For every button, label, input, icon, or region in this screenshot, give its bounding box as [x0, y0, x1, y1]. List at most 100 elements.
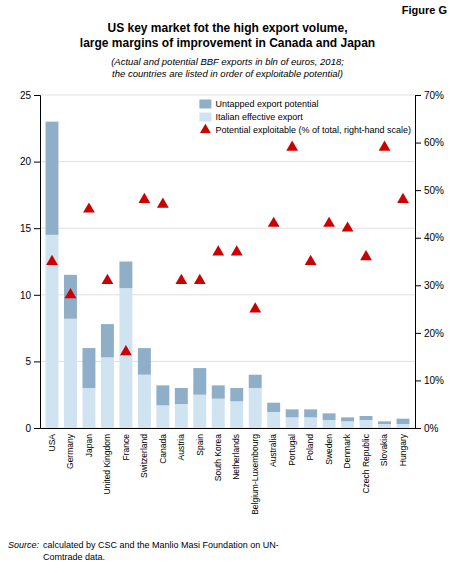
y-tick-mark: [34, 95, 40, 96]
grid-line: [40, 228, 415, 229]
bar: [249, 375, 262, 388]
legend-swatch: [199, 113, 211, 122]
x-tick-label: Belgium-Luxembourg: [250, 434, 260, 515]
x-tick-label: Sweden: [324, 434, 334, 465]
x-tick: Australia: [268, 428, 278, 467]
bar-series: [46, 235, 410, 428]
x-tick: Sweden: [324, 428, 334, 465]
y-tick-mark: [34, 361, 40, 362]
bar: [82, 348, 95, 388]
source-label-line: Source:: [8, 540, 40, 550]
bar: [286, 409, 299, 417]
bar: [119, 262, 132, 289]
bar: [360, 420, 373, 428]
marker: [231, 245, 243, 255]
bar: [212, 399, 225, 428]
y2-tick-mark: [415, 285, 421, 286]
bar: [119, 288, 132, 428]
marks: [46, 122, 410, 428]
x-tick-label: South Korea: [213, 434, 223, 482]
grid-line: [40, 428, 415, 429]
y-tick-mark: [34, 162, 40, 163]
chart: Figure GUS key market fot the high expor…: [0, 0, 455, 573]
bar: [101, 324, 114, 357]
x-tick: USA: [47, 428, 57, 451]
y-tick: 10: [20, 290, 40, 301]
title-line: large margins of improvement in Canada a…: [80, 36, 375, 50]
marker: [65, 288, 77, 298]
grid-line: [40, 361, 415, 362]
y-tick: 20: [20, 156, 40, 167]
x-tick-label: Poland: [305, 434, 315, 461]
y2-tick-label: 70%: [424, 90, 444, 101]
y2-tick-mark: [415, 238, 421, 239]
x-tick: Canada: [158, 428, 168, 464]
bar: [360, 416, 373, 420]
y-tick-label: 20: [20, 156, 32, 167]
y2-tick: 50%: [415, 185, 444, 196]
y2-tick-label: 30%: [424, 280, 444, 291]
x-tick: Spain: [195, 428, 205, 456]
x-axis-line: [41, 428, 416, 429]
scatter-series: [46, 141, 409, 356]
y-tick-mark: [34, 295, 40, 296]
legend-item: Untapped export potential: [199, 99, 318, 109]
source-text-line: calculated by CSC and the Manlio Masi Fo…: [43, 540, 279, 550]
source-label: Source:: [8, 540, 40, 550]
y-tick: 5: [25, 356, 40, 367]
y-tick-label: 10: [20, 290, 32, 301]
bar: [212, 385, 225, 398]
y2-tick: 10%: [415, 375, 444, 386]
subtitle-line: (Actual and potential BBF exports in bln…: [111, 56, 344, 67]
marker: [379, 141, 391, 151]
y2-tick-label: 40%: [424, 232, 444, 243]
bar: [156, 405, 169, 428]
x-tick: Czech Republic: [361, 428, 371, 494]
bar: [193, 368, 206, 395]
y2-tick-mark: [415, 428, 421, 429]
bar: [64, 275, 77, 319]
x-tick-label: Czech Republic: [361, 433, 371, 493]
marker: [360, 250, 372, 260]
marker: [175, 274, 187, 284]
y2-tick: 30%: [415, 280, 444, 291]
bar-series: [46, 122, 410, 424]
legend-item: Potential exploitable (% of total, right…: [200, 124, 411, 135]
grid-line: [40, 95, 415, 96]
x-axis: USAGermanyJapanUnited KingdomFranceSwitz…: [41, 428, 416, 515]
y2-tick-mark: [415, 190, 421, 191]
y-axis: 0510152025: [20, 90, 41, 434]
x-tick-label: United Kingdom: [102, 434, 112, 494]
y2-tick-mark: [415, 95, 421, 96]
x-tick-label: Hungary: [398, 433, 408, 466]
y-tick-label: 5: [25, 356, 31, 367]
bar: [138, 348, 151, 375]
subtitle-line: the countries are listed in order of exp…: [112, 68, 343, 79]
bar: [341, 421, 354, 428]
y-tick: 15: [20, 223, 40, 234]
x-tick-label: Spain: [195, 434, 205, 456]
bar: [267, 403, 280, 412]
legend-label: Italian effective export: [215, 112, 303, 122]
x-tick-label: Denmark: [342, 433, 352, 468]
x-tick: Slovakia: [379, 428, 389, 466]
bar: [230, 388, 243, 401]
grid-line: [40, 161, 415, 162]
x-tick-label: France: [121, 434, 131, 461]
bar: [286, 417, 299, 428]
y2-tick-label: 20%: [424, 328, 444, 339]
x-tick: Belgium-Luxembourg: [250, 428, 260, 515]
y2-tick: 20%: [415, 328, 444, 339]
bar: [64, 319, 77, 428]
bar: [193, 395, 206, 428]
plot: USAGermanyJapanUnited KingdomFranceSwitz…: [20, 90, 444, 515]
bar: [267, 412, 280, 428]
x-tick: United Kingdom: [102, 428, 112, 494]
grid-line: [40, 294, 415, 295]
y-tick-label: 0: [25, 423, 31, 434]
y2-tick-mark: [415, 380, 421, 381]
x-tick-label: Japan: [84, 434, 94, 457]
bar: [249, 388, 262, 428]
marker: [268, 217, 280, 227]
bar: [175, 404, 188, 428]
